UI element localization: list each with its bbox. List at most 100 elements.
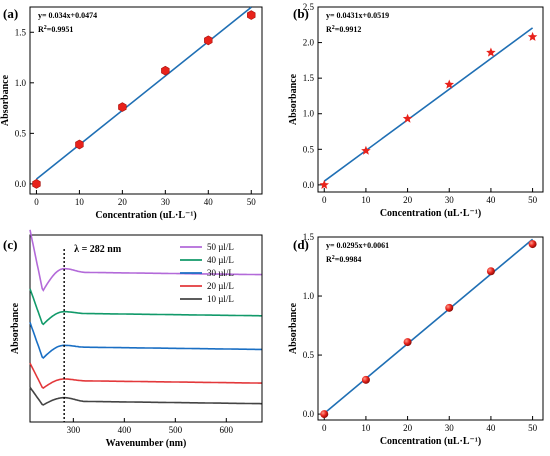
x-tick-label: 50 <box>528 423 538 433</box>
data-point <box>361 375 370 384</box>
x-tick-label: 300 <box>67 425 81 435</box>
x-tick-label: 40 <box>204 197 214 207</box>
x-tick-label: 30 <box>161 197 171 207</box>
data-point <box>361 145 371 155</box>
x-tick-label: 400 <box>118 425 132 435</box>
legend-label: 20 µl/L <box>207 281 234 291</box>
data-point <box>528 240 537 249</box>
r-squared-value: =0.9912 <box>335 25 362 34</box>
y-tick-label: 0.5 <box>303 144 315 154</box>
x-tick-label: 50 <box>528 195 538 205</box>
r-squared-value: =0.9951 <box>47 25 74 34</box>
spectrum-line <box>29 386 262 406</box>
x-tick-label: 10 <box>75 197 85 207</box>
fit-line <box>323 238 534 414</box>
plot-frame <box>317 6 544 193</box>
y-tick-label: 1.5 <box>303 232 315 242</box>
spectrum-line <box>29 322 262 359</box>
x-axis-title: Wavenumber (nm) <box>106 438 187 449</box>
panel-b: 0 10 20 30 40 50 0.0 0.5 1.0 1.5 2.0 2.5 Concentrati… <box>288 2 544 219</box>
y-tick-label: 0.5 <box>303 350 315 360</box>
y-tick-label: 0.0 <box>15 179 27 189</box>
x-tick-label: 40 <box>486 195 496 205</box>
panel-label: (a) <box>3 6 18 21</box>
x-axis-title: Concentration (uL·L⁻¹) <box>380 436 481 447</box>
panel-c: 300 400 500 600 Wavenumber (nm) Absorbance (c)… <box>3 229 263 449</box>
x-tick-label: 20 <box>118 197 128 207</box>
data-point <box>32 179 41 189</box>
plot-frame <box>29 234 263 423</box>
y-tick-label: 0.0 <box>303 409 315 419</box>
data-point <box>486 47 496 57</box>
x-tick-label: 50 <box>247 197 257 207</box>
panel-label: (c) <box>3 237 17 252</box>
y-tick-label: 2.5 <box>303 2 315 12</box>
y-tick-label: 2.0 <box>303 38 315 48</box>
panel-label: (b) <box>293 6 309 21</box>
x-tick-label: 500 <box>169 425 183 435</box>
data-point <box>75 139 84 150</box>
r-squared-symbol: R <box>38 25 44 34</box>
fit-equation: y= 0.0295x+0.0061 <box>326 241 389 250</box>
spectrum-line <box>29 288 262 326</box>
x-tick-label: 0 <box>322 423 327 433</box>
panel-a: 0 10 20 30 40 50 0.0 0.5 1.0 1.5 Concentration (uL… <box>0 6 263 221</box>
data-point <box>319 179 330 189</box>
x-tick-label: 30 <box>445 195 455 205</box>
spectrum-line <box>29 362 262 389</box>
data-point <box>486 267 495 276</box>
data-point <box>161 65 170 76</box>
y-axis-title: Absorbance <box>288 73 299 125</box>
panel-d: 0 10 20 30 40 50 0.0 0.5 1.0 1.5 Concentration (uL… <box>288 232 544 447</box>
plot-frame <box>29 6 263 195</box>
r-squared-value: =0.9984 <box>335 255 362 264</box>
spectrum-line <box>29 229 262 292</box>
y-tick-label: 0.5 <box>15 128 27 138</box>
x-tick-label: 10 <box>361 195 371 205</box>
data-point <box>118 102 127 112</box>
lambda-annotation: λ = 282 nm <box>74 244 122 255</box>
x-tick-label: 600 <box>220 425 234 435</box>
data-point <box>444 79 455 89</box>
legend-label: 50 µl/L <box>207 242 234 252</box>
y-axis-title: Absorbance <box>10 302 21 354</box>
fit-line <box>35 6 252 180</box>
legend-label: 30 µl/L <box>207 268 234 278</box>
data-point <box>204 35 213 46</box>
x-tick-label: 20 <box>403 423 413 433</box>
r-squared-exponent: 2 <box>332 25 335 31</box>
y-tick-label: 1.0 <box>303 291 315 301</box>
r-squared-exponent: 2 <box>44 25 47 31</box>
data-point <box>320 410 329 419</box>
x-tick-label: 20 <box>403 195 413 205</box>
y-axis-title: Absorbance <box>288 302 299 354</box>
x-axis-title: Concentration (uL·L⁻¹) <box>95 210 196 221</box>
r-squared: R2=0.9984 <box>326 255 361 264</box>
fit-equation: y= 0.034x+0.0474 <box>38 11 97 20</box>
data-point <box>527 31 538 41</box>
y-tick-label: 1.0 <box>303 109 315 119</box>
y-tick-label: 1.5 <box>15 27 27 37</box>
data-point <box>403 338 412 347</box>
y-tick-label: 1.5 <box>303 73 315 83</box>
data-point <box>402 113 413 123</box>
data-point <box>247 10 256 20</box>
y-tick-label: 1.0 <box>15 78 27 88</box>
x-tick-label: 30 <box>445 423 455 433</box>
r-squared-exponent: 2 <box>332 255 335 261</box>
legend-label: 40 µl/L <box>207 255 234 265</box>
x-tick-label: 40 <box>486 423 496 433</box>
r-squared-symbol: R <box>326 25 332 34</box>
fit-equation: y= 0.0431x+0.0519 <box>326 11 389 20</box>
plot-frame <box>317 236 544 421</box>
x-tick-label: 0 <box>322 195 327 205</box>
x-tick-label: 10 <box>361 423 371 433</box>
x-axis-title: Concentration (uL·L⁻¹) <box>380 208 481 219</box>
y-axis-title: Absorbance <box>0 74 11 126</box>
r-squared: R2=0.9912 <box>326 25 361 34</box>
fit-line <box>323 27 534 182</box>
legend-label: 10 µl/L <box>207 294 234 304</box>
panel-label: (d) <box>293 237 309 252</box>
y-tick-label: 0.0 <box>303 180 315 190</box>
